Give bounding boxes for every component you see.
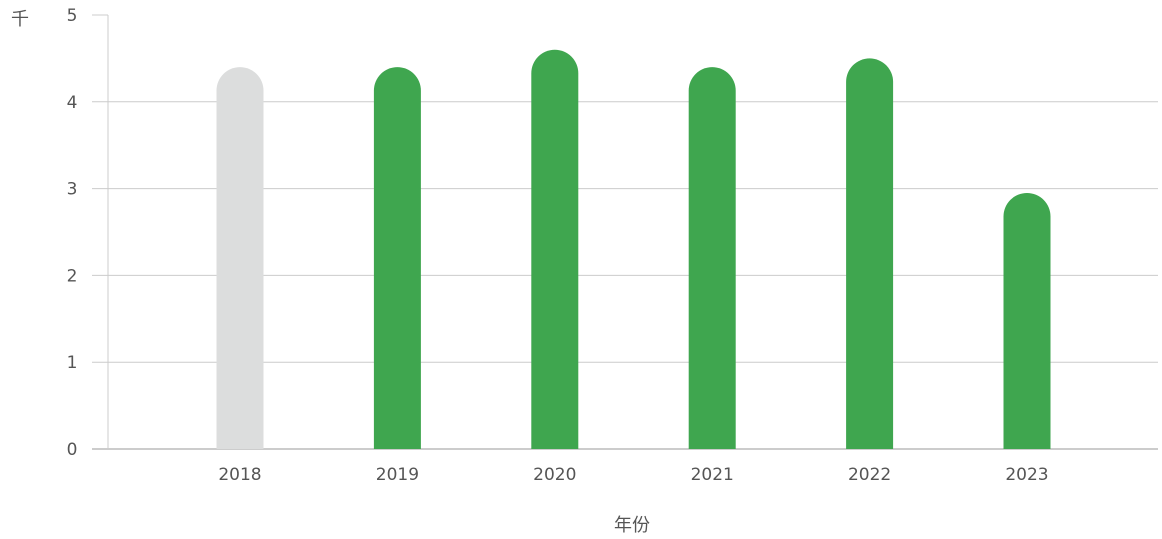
- x-tick-label: 2021: [691, 465, 734, 485]
- bar-2022: [846, 58, 894, 450]
- bar-2019: [373, 67, 421, 449]
- y-tick-label: 1: [67, 353, 78, 373]
- x-tick-labels: 2018 2019 2020 2021 2022 2023: [218, 465, 1048, 485]
- y-tick-label: 4: [67, 93, 78, 113]
- x-tick-label: 2022: [848, 465, 891, 485]
- y-tick-labels: 0 1 2 3 4 5: [67, 6, 78, 460]
- x-tick-label: 2019: [376, 465, 419, 485]
- x-tick-label: 2018: [218, 465, 261, 485]
- bar-2021: [688, 67, 736, 449]
- bar-2020: [531, 49, 579, 449]
- bar-2018: [216, 67, 264, 449]
- bars: [216, 49, 1051, 450]
- y-tick-label: 2: [67, 266, 78, 286]
- x-axis-label: 年份: [614, 515, 650, 536]
- x-tick-label: 2020: [533, 465, 576, 485]
- bar-2023: [1003, 192, 1051, 449]
- y-axis-label: 千: [11, 9, 29, 30]
- y-tick-label: 3: [67, 180, 78, 200]
- y-tick-label: 0: [67, 440, 78, 460]
- grid-lines: [92, 14, 1158, 450]
- x-tick-label: 2023: [1005, 465, 1048, 485]
- y-tick-label: 5: [67, 6, 78, 26]
